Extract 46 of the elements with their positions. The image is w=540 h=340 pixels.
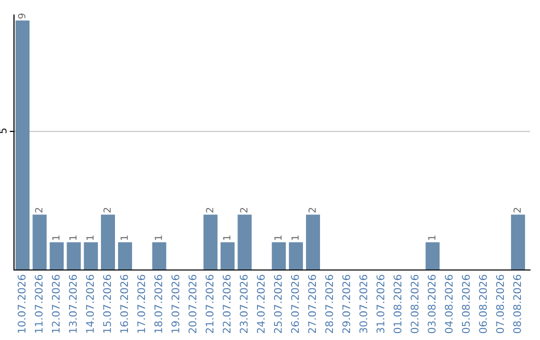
x-tick-label: 16.07.2026: [120, 274, 128, 333]
x-tick-label: 07.08.2026: [496, 274, 504, 334]
x-tick-label: 18.07.2026: [154, 274, 162, 333]
x-tick-label: 19.07.2026: [171, 274, 180, 333]
x-tick-label: 10.07.2026: [18, 274, 26, 333]
data-label: 1: [120, 236, 128, 240]
data-label: 2: [206, 208, 214, 212]
x-tick-label: 30.07.2026: [359, 274, 368, 334]
data-label: 1: [223, 236, 230, 240]
data-label: 2: [240, 208, 248, 212]
x-tick-label: 15.07.2026: [103, 274, 111, 333]
x-tick-label: 14.07.2026: [86, 274, 94, 333]
data-label: 1: [52, 236, 60, 240]
data-label: 1: [69, 236, 76, 240]
data-label: 2: [103, 208, 111, 212]
x-tick-label: 08.08.2026: [513, 274, 522, 334]
x-tick-label: 05.08.2026: [462, 274, 470, 334]
x-tick-label: 02.08.2026: [410, 274, 419, 334]
x-tick-label: 01.08.2026: [394, 274, 402, 334]
x-tick-label: 21.07.2026: [206, 274, 214, 334]
data-label: 1: [428, 236, 436, 240]
x-tick-label: 11.07.2026: [34, 274, 43, 333]
data-label: 1: [86, 236, 94, 240]
x-tick-label: 29.07.2026: [342, 274, 350, 334]
data-label: 2: [514, 208, 521, 212]
x-tick-label: 04.08.2026: [444, 274, 453, 334]
x-tick-label: 23.07.2026: [240, 274, 248, 334]
data-label: 1: [292, 236, 299, 240]
x-tick-label: 22.07.2026: [222, 274, 231, 334]
data-label: 1: [274, 236, 282, 240]
data-label: 2: [35, 208, 42, 212]
x-tick-label: 26.07.2026: [291, 274, 299, 334]
data-label: 9: [18, 14, 26, 19]
data-label: 1: [154, 236, 162, 240]
x-tick-label: 27.07.2026: [308, 274, 316, 334]
x-tick-label: 17.07.2026: [137, 274, 146, 333]
x-tick-label: 25.07.2026: [274, 274, 282, 334]
x-tick-label: 28.07.2026: [325, 274, 334, 334]
x-tick-label: 06.08.2026: [479, 274, 487, 334]
x-tick-label: 03.08.2026: [428, 274, 436, 334]
data-label: 2: [308, 208, 316, 212]
x-tick-label: 12.07.2026: [52, 274, 60, 333]
x-tick-label: 20.07.2026: [188, 274, 196, 334]
x-tick-label: 31.07.2026: [376, 274, 384, 334]
x-tick-label: 13.07.2026: [68, 274, 77, 333]
x-tick-label: 24.07.2026: [256, 274, 265, 334]
